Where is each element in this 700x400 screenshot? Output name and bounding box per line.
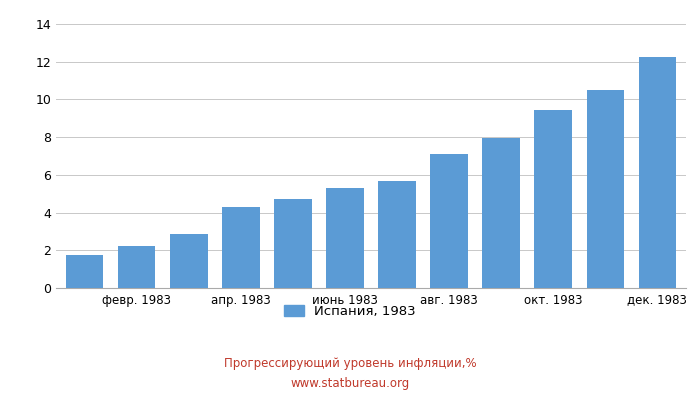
Bar	[638, 57, 676, 288]
Bar	[222, 207, 260, 288]
Bar	[482, 138, 520, 288]
Bar	[118, 246, 155, 288]
Bar	[535, 110, 572, 288]
Bar	[170, 234, 207, 288]
Text: Прогрессирующий уровень инфляции,%: Прогрессирующий уровень инфляции,%	[224, 358, 476, 370]
Bar	[430, 154, 468, 288]
Bar	[66, 255, 104, 288]
Legend: Испания, 1983: Испания, 1983	[279, 300, 421, 324]
Bar	[378, 180, 416, 288]
Bar	[274, 199, 312, 288]
Text: www.statbureau.org: www.statbureau.org	[290, 378, 410, 390]
Bar	[326, 188, 364, 288]
Bar	[587, 90, 624, 288]
